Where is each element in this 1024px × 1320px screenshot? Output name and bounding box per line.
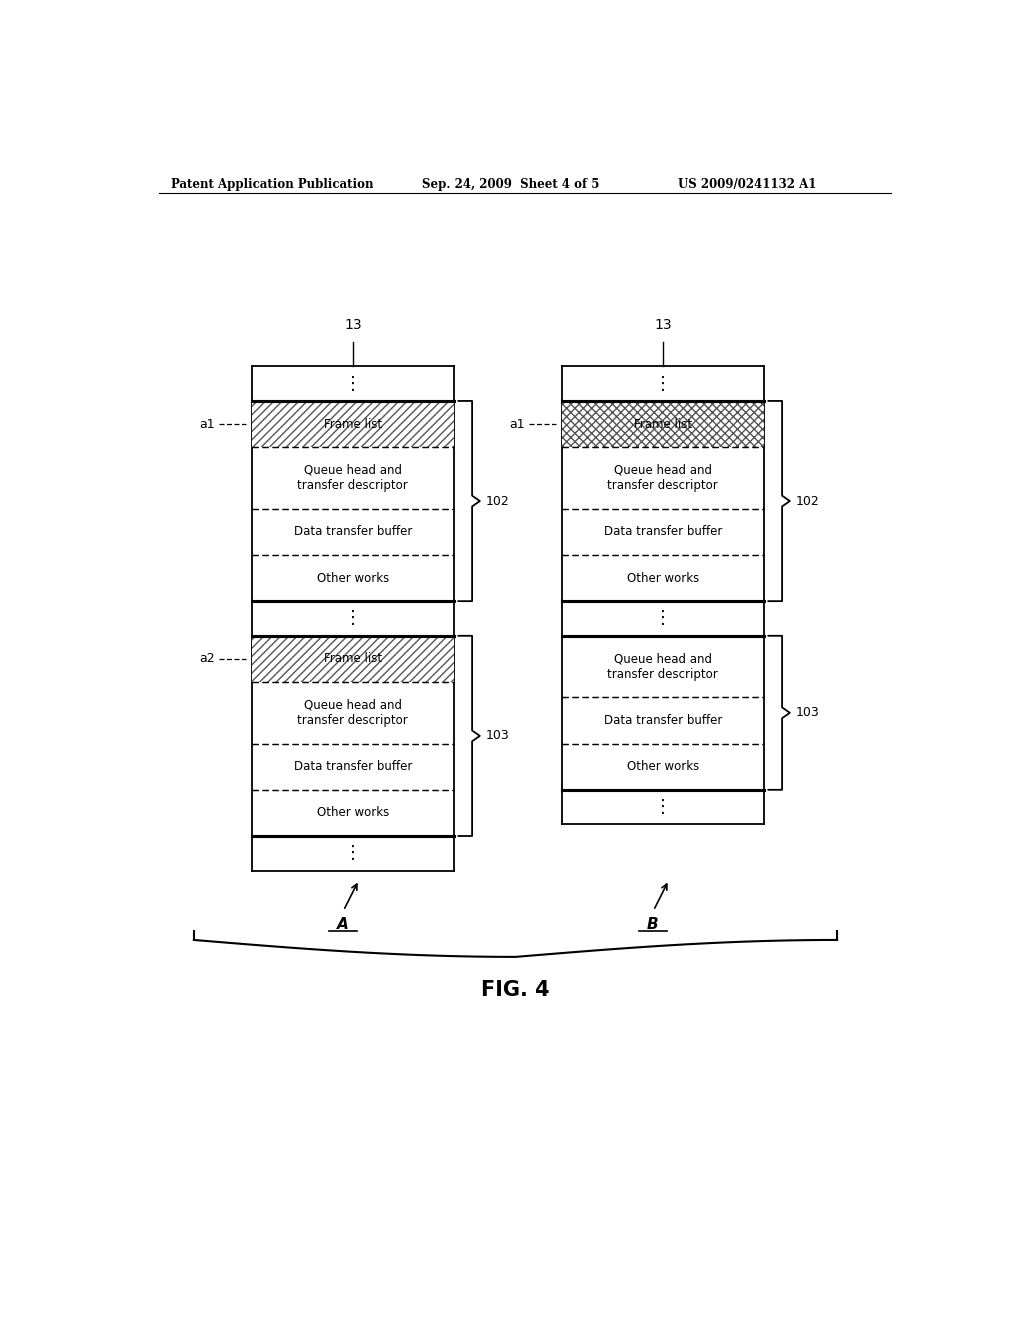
Text: ⋮: ⋮ [344,845,361,862]
Text: US 2009/0241132 A1: US 2009/0241132 A1 [678,178,816,190]
Text: Queue head and
transfer descriptor: Queue head and transfer descriptor [607,652,718,681]
Text: ⋮: ⋮ [653,375,672,392]
Text: Queue head and
transfer descriptor: Queue head and transfer descriptor [297,698,409,727]
Text: ⋮: ⋮ [653,610,672,627]
Text: Frame list: Frame list [324,417,382,430]
Text: a1: a1 [509,417,524,430]
Text: Frame list: Frame list [634,417,692,430]
Text: a1: a1 [200,417,215,430]
Text: Sep. 24, 2009  Sheet 4 of 5: Sep. 24, 2009 Sheet 4 of 5 [423,178,600,190]
Bar [562,401,764,447]
Text: ⋮: ⋮ [653,799,672,816]
Text: Other works: Other works [627,760,698,774]
Text: a2: a2 [200,652,215,665]
Text: ⋮: ⋮ [344,610,361,627]
Text: Data transfer buffer: Data transfer buffer [294,760,412,774]
Text: 102: 102 [796,495,820,508]
Text: ⋮: ⋮ [344,375,361,392]
Bar [252,401,454,447]
Text: 103: 103 [796,706,820,719]
Text: 13: 13 [344,318,361,331]
Text: Queue head and
transfer descriptor: Queue head and transfer descriptor [297,463,409,492]
Text: 13: 13 [654,318,672,331]
Text: Other works: Other works [316,807,389,820]
Text: Other works: Other works [316,572,389,585]
Text: 103: 103 [486,730,510,742]
Text: 102: 102 [486,495,510,508]
Text: Data transfer buffer: Data transfer buffer [294,525,412,539]
Text: Data transfer buffer: Data transfer buffer [603,714,722,727]
Text: Frame list: Frame list [324,652,382,665]
Text: FIG. 4: FIG. 4 [481,979,550,1001]
Text: A: A [337,917,348,932]
Text: Data transfer buffer: Data transfer buffer [603,525,722,539]
Text: Patent Application Publication: Patent Application Publication [171,178,373,190]
Text: B: B [647,917,658,932]
Bar [252,636,454,682]
Text: Other works: Other works [627,572,698,585]
Text: Queue head and
transfer descriptor: Queue head and transfer descriptor [607,463,718,492]
